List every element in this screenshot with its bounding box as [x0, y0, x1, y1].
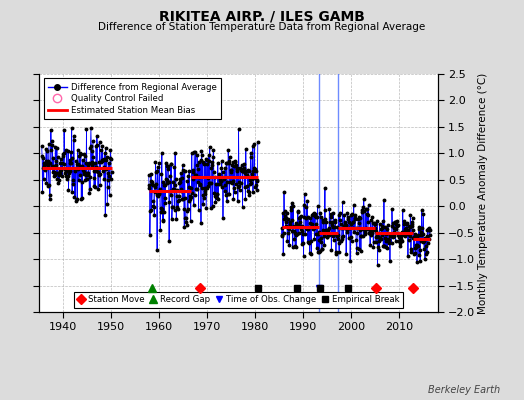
- Text: Difference of Station Temperature Data from Regional Average: Difference of Station Temperature Data f…: [99, 22, 425, 32]
- Legend: Station Move, Record Gap, Time of Obs. Change, Empirical Break: Station Move, Record Gap, Time of Obs. C…: [74, 292, 402, 308]
- Text: Berkeley Earth: Berkeley Earth: [428, 385, 500, 395]
- Text: RIKITEA AIRP. / ILES GAMB: RIKITEA AIRP. / ILES GAMB: [159, 10, 365, 24]
- Y-axis label: Monthly Temperature Anomaly Difference (°C): Monthly Temperature Anomaly Difference (…: [478, 72, 488, 314]
